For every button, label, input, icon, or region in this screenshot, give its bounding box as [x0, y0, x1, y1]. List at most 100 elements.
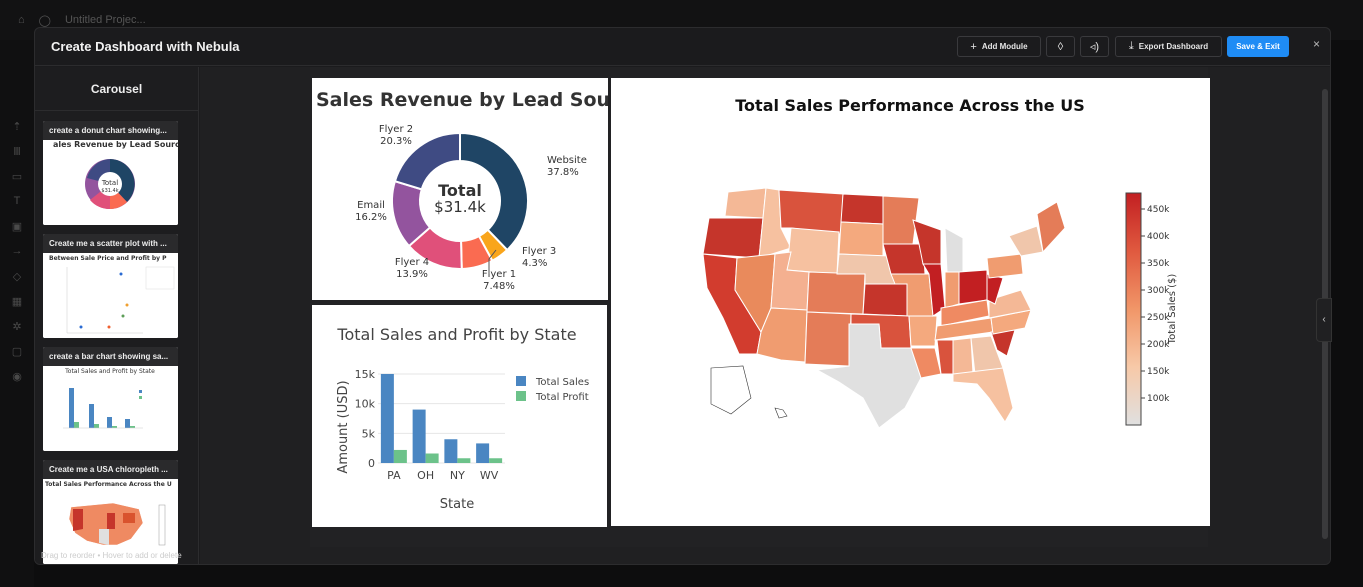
bar-oh-total-profit[interactable]	[425, 453, 439, 463]
bar-legend-label: Total Sales	[535, 377, 589, 388]
colorbar-title: Total Sales ($)	[1167, 274, 1178, 346]
lightbulb-icon: ◊	[1057, 40, 1064, 53]
state-hi	[774, 407, 788, 419]
svg-text:$31.4k: $31.4k	[101, 188, 118, 194]
leader-line	[488, 249, 497, 274]
donut-slice-name: Flyer 2	[379, 124, 413, 135]
dashboard-modal: Create Dashboard with Nebula + Add Modul…	[34, 27, 1331, 565]
state-ar	[908, 315, 938, 347]
state-oh	[958, 269, 988, 305]
bar-title: Total Sales and Profit by State	[336, 325, 576, 344]
bar-pa-total-sales[interactable]	[380, 373, 394, 463]
text-icon: T	[13, 195, 21, 207]
bar-chart-panel[interactable]: Total Sales and Profit by State PA OH NY WV…	[312, 305, 607, 527]
upload-icon: ⇡	[12, 121, 22, 133]
state-nd	[840, 193, 884, 225]
donut-slice-pct: 4.3%	[522, 258, 547, 269]
donut-slice-name: Flyer 4	[395, 257, 429, 268]
state-ny	[1008, 225, 1044, 257]
bar-xtick-label: NY	[450, 469, 465, 482]
group-icon: ✲	[12, 321, 22, 333]
avatar: ◯	[38, 14, 51, 27]
donut-slice-name: Website	[547, 155, 587, 166]
card-label: Create me a scatter plot with ...	[43, 234, 178, 253]
collapse-panel-tab[interactable]: ‹	[1316, 298, 1332, 342]
bar-ny-total-profit[interactable]	[457, 458, 471, 463]
us-states	[702, 187, 1066, 429]
state-sd	[838, 221, 884, 257]
audio-button[interactable]: ◃)	[1080, 36, 1109, 57]
carousel-card-map[interactable]: Create me a USA chloropleth ... Total Sa…	[43, 460, 178, 564]
bar-wv-total-sales[interactable]	[476, 443, 490, 463]
carousel-card-donut[interactable]: create a donut chart showing... ales Rev…	[43, 121, 178, 225]
colorbar-tick-label: 200k	[1147, 340, 1170, 350]
donut-slice-pct: 7.48%	[483, 281, 515, 292]
dashboard-icon: ▦	[11, 296, 23, 308]
carousel-title: Carousel	[35, 67, 198, 111]
map-thumbnail: Total Sales Performance Across the U	[43, 479, 178, 564]
state-wy	[786, 227, 840, 275]
bar-xtick-label: PA	[387, 469, 401, 482]
speaker-icon: ◃)	[1089, 41, 1100, 53]
donut-slice-website[interactable]	[459, 131, 529, 252]
bar-wv-total-profit[interactable]	[489, 458, 503, 463]
carousel-sidebar: Carousel create a donut chart showing...…	[35, 67, 199, 564]
carousel-card-bar[interactable]: create a bar chart showing sa... Total S…	[43, 347, 178, 451]
project-name: Untitled Projec...	[64, 14, 146, 26]
bar-xtick-label: OH	[417, 469, 434, 482]
modal-header: Create Dashboard with Nebula + Add Modul…	[35, 28, 1330, 66]
bar-ny-total-sales[interactable]	[444, 439, 458, 463]
map-title: Total Sales Performance Across the US	[735, 96, 1084, 115]
svg-text:Total Sales Performance Across: Total Sales Performance Across the U	[45, 481, 172, 488]
donut-slice-name: Flyer 3	[522, 246, 556, 257]
colorbar-tick-label: 150k	[1147, 367, 1170, 377]
carousel-card-scatter[interactable]: Create me a scatter plot with ... Betwee…	[43, 234, 178, 338]
add-module-button[interactable]: + Add Module	[957, 36, 1041, 57]
donut-chart-panel[interactable]: Sales Revenue by Lead Source Total $31.4…	[312, 78, 608, 300]
plus-icon: +	[970, 40, 977, 53]
svg-text:Total: Total	[101, 179, 118, 187]
colorbar-tick-label: 450k	[1147, 205, 1170, 215]
state-nm	[804, 311, 852, 367]
svg-text:ales Revenue by Lead Sourc: ales Revenue by Lead Sourc	[53, 140, 178, 149]
choropleth-map: Total Sales Performance Across the US	[702, 96, 1178, 429]
state-fl	[952, 367, 1014, 423]
carousel-hint: Drag to reorder • Hover to add or delete	[41, 551, 182, 560]
state-al	[952, 337, 974, 375]
tag-icon: ◇	[12, 271, 22, 283]
donut-chart: Sales Revenue by Lead Source Total $31.4…	[316, 89, 608, 292]
donut-slice-name: Flyer 1	[482, 269, 516, 280]
home-icon: ⌂	[18, 14, 25, 26]
lightbulb-button[interactable]: ◊	[1046, 36, 1075, 57]
card-label: create a donut chart showing...	[43, 121, 178, 140]
donut-slice-name: Email	[357, 200, 385, 211]
bar-chart: Total Sales and Profit by State PA OH NY WV…	[336, 325, 589, 512]
colorbar-tick-label: 250k	[1147, 313, 1170, 323]
bar-oh-total-sales[interactable]	[412, 409, 426, 463]
donut-slice-flyer-2[interactable]	[393, 131, 461, 191]
save-exit-button[interactable]: Save & Exit	[1227, 36, 1289, 57]
bar-ytick-label: 15k	[355, 368, 376, 381]
globe-icon: ◉	[12, 371, 22, 383]
card-label: create a bar chart showing sa...	[43, 347, 178, 366]
download-icon: ⤓	[1128, 40, 1134, 52]
bar-ytick-label: 5k	[362, 427, 376, 440]
donut-center-label: Total	[438, 181, 482, 200]
dashboard-canvas: Sales Revenue by Lead Source Total $31.4…	[200, 67, 1330, 564]
colorbar	[1125, 192, 1142, 426]
close-icon[interactable]: ×	[1312, 37, 1320, 51]
svg-text:Between Sale Price and Profit: Between Sale Price and Profit by P	[49, 255, 167, 262]
export-dashboard-button[interactable]: ⤓ Export Dashboard	[1115, 36, 1222, 57]
colorbar-tick-label: 300k	[1147, 286, 1170, 296]
bar-pa-total-profit[interactable]	[393, 449, 407, 463]
colorbar-tick-label: 400k	[1147, 232, 1170, 242]
state-mi	[944, 227, 964, 273]
donut-slice-pct: 16.2%	[355, 212, 387, 223]
donut-center-value: $31.4k	[434, 198, 486, 216]
state-ks	[862, 283, 908, 317]
choropleth-panel[interactable]: Total Sales Performance Across the US	[611, 78, 1210, 526]
state-va	[988, 289, 1032, 319]
colorbar-tick-label: 100k	[1147, 394, 1170, 404]
file-icon: ▭	[11, 171, 23, 183]
bar-ytick-label: 10k	[355, 398, 376, 411]
